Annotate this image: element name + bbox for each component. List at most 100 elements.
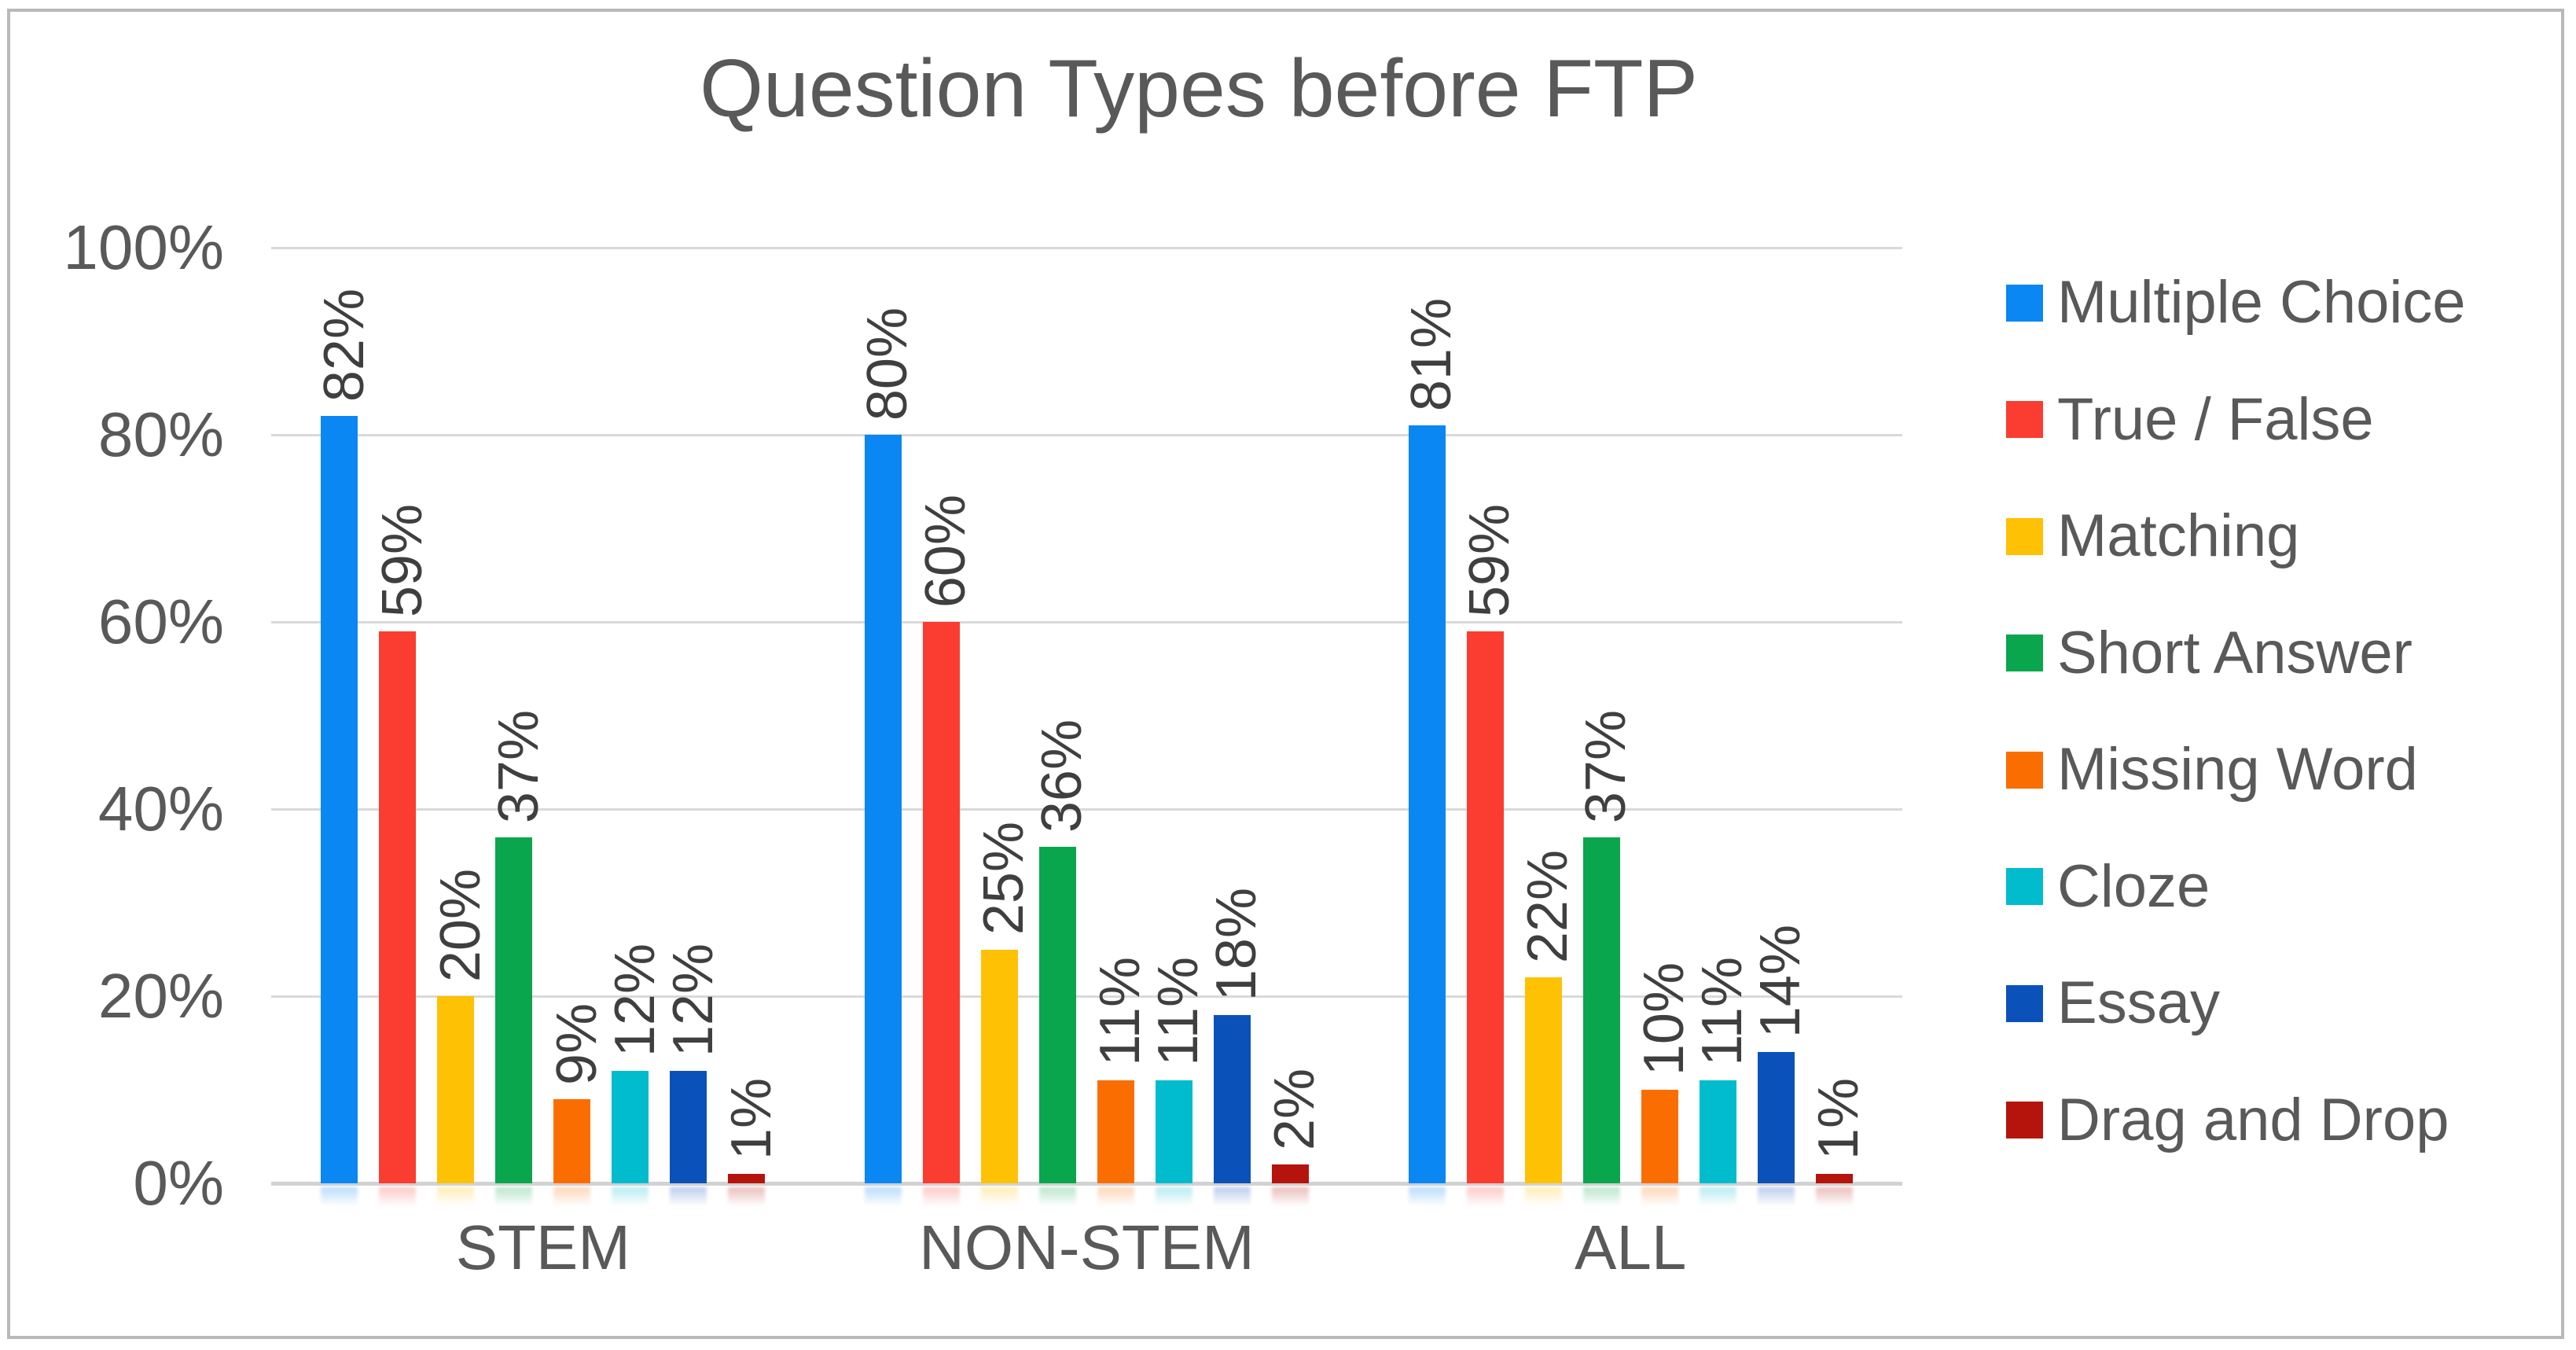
bar-slot-matching-stem: 20% (429, 248, 492, 1206)
bar-slot-drag-and-drop-stem: 1% (720, 248, 783, 1206)
legend-label-matching: Matching (2057, 502, 2300, 570)
bar-reflection (437, 1187, 475, 1206)
bar-reflection (495, 1187, 533, 1206)
bar-cloze-all (1699, 1080, 1736, 1183)
bar-multiple-choice-stem (321, 416, 358, 1183)
category-label-all: ALL (1574, 1212, 1687, 1282)
bar-reflection (1815, 1187, 1853, 1206)
category-label-stem: STEM (455, 1212, 630, 1282)
bar-reflection (980, 1187, 1018, 1206)
gridline (271, 247, 1902, 249)
bar-slot-short-answer-stem: 37% (487, 248, 550, 1206)
bar-slot-cloze-stem: 12% (604, 248, 667, 1206)
bar-reflection (1757, 1187, 1795, 1206)
legend-label-drag-and-drop: Drag and Drop (2057, 1086, 2449, 1153)
bar-reflection (1213, 1187, 1251, 1206)
y-tick-label: 0% (133, 1148, 224, 1218)
chart-title: Question Types before FTP (700, 43, 1698, 134)
bar-value-label-true-false-stem: 59% (370, 503, 434, 617)
bar-slot-essay-non-stem: 18% (1205, 248, 1268, 1206)
bar-matching-non-stem (980, 949, 1018, 1183)
bar-essay-all (1757, 1052, 1795, 1183)
bar-slot-short-answer-all: 37% (1575, 248, 1637, 1206)
bar-reflection (1524, 1187, 1562, 1206)
bar-value-label-cloze-all: 11% (1690, 957, 1754, 1067)
bar-missing-word-stem (553, 1098, 591, 1183)
bar-drag-and-drop-non-stem (1271, 1164, 1309, 1183)
bar-value-label-short-answer-stem: 37% (487, 709, 550, 823)
bar-essay-non-stem (1213, 1014, 1251, 1183)
y-tick-label: 100% (63, 212, 224, 282)
legend-item-multiple-choice: Multiple Choice (2006, 245, 2556, 362)
bar-reflection (1699, 1187, 1736, 1206)
gridline (271, 995, 1902, 998)
bar-short-answer-non-stem (1038, 846, 1076, 1183)
bar-value-label-missing-word-stem: 9% (545, 1002, 608, 1085)
bar-slot-short-answer-non-stem: 36% (1031, 248, 1093, 1206)
y-tick-label: 20% (97, 961, 224, 1031)
bar-short-answer-stem (495, 837, 533, 1183)
legend-item-matching: Matching (2006, 478, 2556, 595)
bar-true-false-non-stem (922, 622, 960, 1183)
bar-value-label-true-false-all: 59% (1457, 503, 1521, 617)
legend-swatch-multiple-choice (2006, 284, 2043, 322)
bar-value-label-drag-and-drop-non-stem: 2% (1263, 1069, 1327, 1151)
bar-multiple-choice-non-stem (864, 435, 902, 1183)
bar-value-label-missing-word-non-stem: 11% (1089, 957, 1152, 1067)
legend-item-true-false: True / False (2006, 362, 2556, 479)
legend-swatch-matching (2006, 517, 2043, 555)
bar-slot-true-false-all: 59% (1458, 248, 1521, 1206)
gridline (271, 808, 1902, 811)
bar-reflection (922, 1187, 960, 1206)
bar-essay-stem (670, 1071, 707, 1183)
y-tick-label: 40% (97, 774, 224, 844)
gridline (271, 621, 1902, 624)
bar-true-false-all (1466, 631, 1504, 1183)
bar-slot-multiple-choice-non-stem: 80% (856, 248, 919, 1206)
bar-reflection (1466, 1187, 1504, 1206)
legend-swatch-true-false (2006, 401, 2043, 439)
bar-slot-multiple-choice-stem: 82% (313, 248, 376, 1206)
bar-reflection (1408, 1187, 1446, 1206)
bar-value-label-matching-all: 22% (1516, 850, 1579, 964)
bar-reflection (670, 1187, 707, 1206)
legend-label-multiple-choice: Multiple Choice (2057, 269, 2466, 337)
bar-slot-matching-all: 22% (1516, 248, 1579, 1206)
bar-slot-multiple-choice-all: 81% (1400, 248, 1463, 1206)
bar-value-label-drag-and-drop-all: 1% (1806, 1078, 1870, 1161)
bar-missing-word-non-stem (1097, 1080, 1134, 1183)
bar-reflection (553, 1187, 591, 1206)
bar-reflection (1097, 1187, 1134, 1206)
bar-slot-cloze-all: 11% (1691, 248, 1754, 1206)
legend-swatch-missing-word (2006, 751, 2043, 789)
bar-value-label-multiple-choice-all: 81% (1399, 298, 1463, 412)
bar-missing-word-all (1641, 1090, 1678, 1183)
bar-slot-matching-non-stem: 25% (972, 248, 1035, 1206)
chart-frame (7, 9, 2564, 1339)
bar-reflection (1038, 1187, 1076, 1206)
category-label-non-stem: NON-STEM (919, 1212, 1255, 1282)
bar-slot-drag-and-drop-all: 1% (1807, 248, 1870, 1206)
bar-drag-and-drop-all (1815, 1174, 1853, 1183)
bar-reflection (864, 1187, 902, 1206)
bar-reflection (321, 1187, 358, 1206)
bar-matching-stem (437, 996, 475, 1183)
bar-group-all: 81% 59% 22% 37% 10% 11% 14% 1% (1358, 248, 1902, 1206)
bar-group-stem: 82% 59% 20% 37% 9% 12% 12% 1% (271, 248, 815, 1206)
bar-value-label-matching-stem: 20% (428, 868, 492, 982)
legend-swatch-cloze (2006, 868, 2043, 906)
bar-multiple-choice-all (1408, 425, 1446, 1183)
legend-label-missing-word: Missing Word (2057, 736, 2418, 804)
bar-value-label-short-answer-non-stem: 36% (1031, 719, 1094, 833)
legend: Multiple Choice True / False Matching Short… (2006, 245, 2556, 1179)
bar-cloze-stem (612, 1071, 649, 1183)
legend-label-essay: Essay (2057, 969, 2220, 1037)
legend-label-true-false: True / False (2057, 385, 2374, 453)
bar-slot-essay-stem: 12% (662, 248, 725, 1206)
bar-slot-missing-word-non-stem: 11% (1089, 248, 1152, 1206)
bar-value-label-cloze-non-stem: 11% (1147, 957, 1211, 1067)
bar-cloze-non-stem (1155, 1080, 1192, 1183)
legend-item-short-answer: Short Answer (2006, 595, 2556, 712)
bar-value-label-cloze-stem: 12% (603, 944, 667, 1058)
bar-value-label-drag-and-drop-stem: 1% (719, 1078, 783, 1161)
